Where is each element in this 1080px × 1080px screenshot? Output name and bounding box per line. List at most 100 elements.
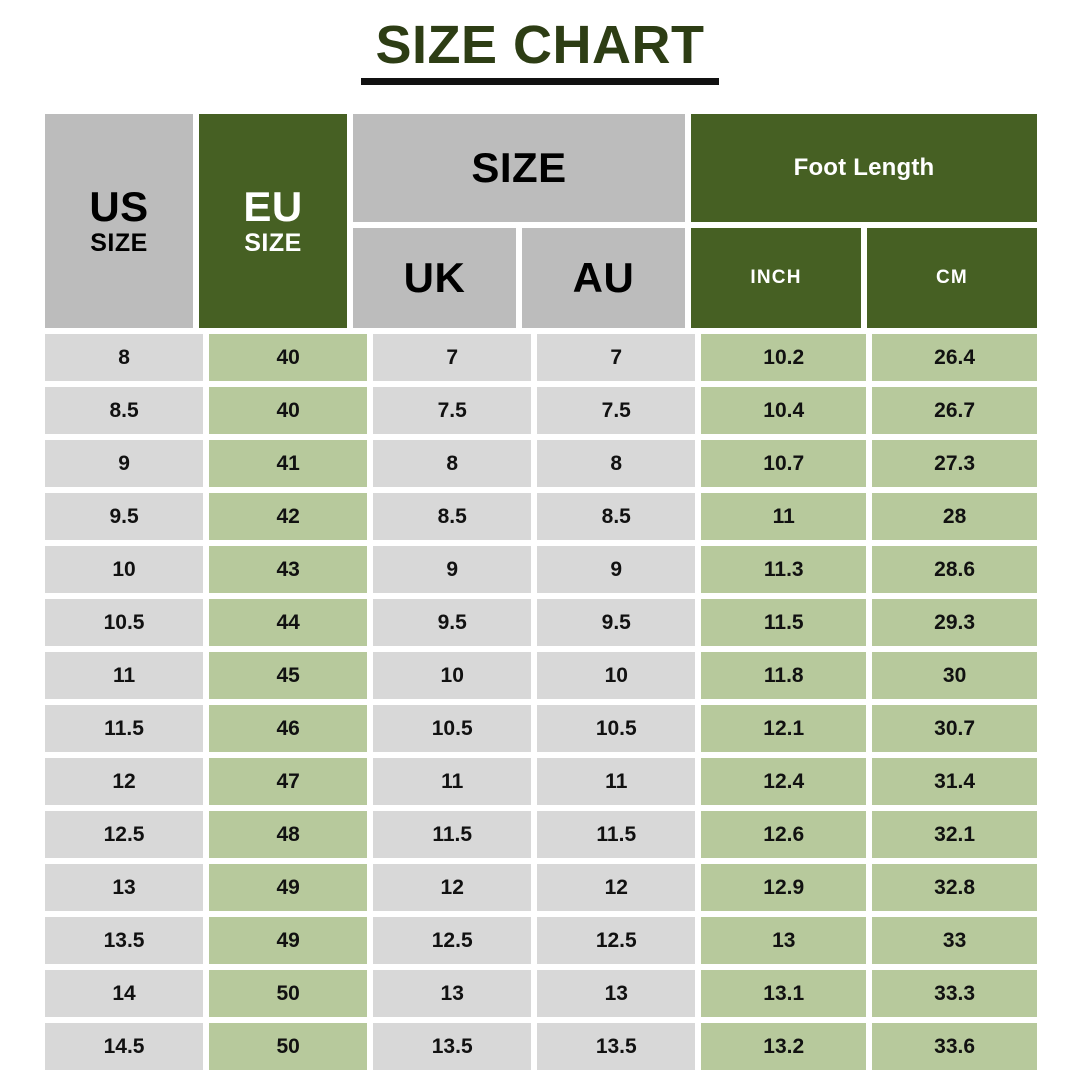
cell-inch: 13.2 xyxy=(701,1023,867,1070)
cell-cm: 28.6 xyxy=(872,546,1038,593)
header-uk-label: UK xyxy=(403,254,466,301)
cell-us: 12 xyxy=(45,758,204,805)
header-us-main: US xyxy=(89,182,149,230)
cell-eu: 46 xyxy=(209,705,368,752)
cell-uk: 8 xyxy=(373,440,532,487)
title-underline xyxy=(361,78,719,85)
cell-au: 9 xyxy=(537,546,696,593)
cell-us: 11 xyxy=(45,652,204,699)
cell-au: 7 xyxy=(537,334,696,381)
cell-cm: 33.6 xyxy=(872,1023,1038,1070)
cell-cm: 32.8 xyxy=(872,864,1038,911)
header-size-group-column: SIZE UK AU xyxy=(353,114,685,328)
cell-inch: 11 xyxy=(701,493,867,540)
header-us-sub: SIZE xyxy=(90,228,148,257)
cell-inch: 12.9 xyxy=(701,864,867,911)
header-eu-sub: SIZE xyxy=(244,228,302,257)
cell-uk: 10.5 xyxy=(373,705,532,752)
cell-eu: 49 xyxy=(209,864,368,911)
cell-inch: 12.4 xyxy=(701,758,867,805)
cell-us: 12.5 xyxy=(45,811,204,858)
cell-eu: 47 xyxy=(209,758,368,805)
cell-eu: 50 xyxy=(209,1023,368,1070)
cell-au: 11 xyxy=(537,758,696,805)
cell-us: 14 xyxy=(45,970,204,1017)
page-title-text: SIZE CHART xyxy=(375,15,705,75)
cell-uk: 11 xyxy=(373,758,532,805)
cell-cm: 33 xyxy=(872,917,1038,964)
header-foot-length-label: Foot Length xyxy=(793,154,935,181)
cell-inch: 12.1 xyxy=(701,705,867,752)
cell-cm: 26.4 xyxy=(872,334,1038,381)
cell-au: 9.5 xyxy=(537,599,696,646)
cell-us: 9.5 xyxy=(45,493,204,540)
cell-au: 10.5 xyxy=(537,705,696,752)
cell-us: 11.5 xyxy=(45,705,204,752)
cell-us: 8.5 xyxy=(45,387,204,434)
cell-eu: 42 xyxy=(209,493,368,540)
cell-inch: 12.6 xyxy=(701,811,867,858)
cell-eu: 48 xyxy=(209,811,368,858)
cell-inch: 11.8 xyxy=(701,652,867,699)
cell-uk: 13 xyxy=(373,970,532,1017)
cell-au: 8 xyxy=(537,440,696,487)
cell-us: 13 xyxy=(45,864,204,911)
header-au: AU xyxy=(522,228,685,328)
table-row: 12.5 48 11.5 11.5 12.6 32.1 xyxy=(45,811,1038,858)
cell-inch: 10.7 xyxy=(701,440,867,487)
cell-us: 9 xyxy=(45,440,204,487)
table-row: 13.5 49 12.5 12.5 13 33 xyxy=(45,917,1038,964)
cell-cm: 30 xyxy=(872,652,1038,699)
cell-cm: 27.3 xyxy=(872,440,1038,487)
cell-uk: 10 xyxy=(373,652,532,699)
cell-uk: 8.5 xyxy=(373,493,532,540)
cell-au: 13 xyxy=(537,970,696,1017)
table-row: 11.5 46 10.5 10.5 12.1 30.7 xyxy=(45,705,1038,752)
cell-cm: 30.7 xyxy=(872,705,1038,752)
header-uk: UK xyxy=(353,228,516,328)
cell-inch: 10.4 xyxy=(701,387,867,434)
table-row: 8 40 7 7 10.2 26.4 xyxy=(45,334,1038,381)
cell-cm: 31.4 xyxy=(872,758,1038,805)
header-inch: INCH xyxy=(691,228,861,328)
cell-us: 10.5 xyxy=(45,599,204,646)
header-cm: CM xyxy=(867,228,1037,328)
table-row: 10 43 9 9 11.3 28.6 xyxy=(45,546,1038,593)
header-foot-length-group-column: Foot Length INCH CM xyxy=(691,114,1037,328)
header-foot-length-group: Foot Length xyxy=(691,114,1037,222)
table-row: 10.5 44 9.5 9.5 11.5 29.3 xyxy=(45,599,1038,646)
table-row: 13 49 12 12 12.9 32.8 xyxy=(45,864,1038,911)
table-row: 9 41 8 8 10.7 27.3 xyxy=(45,440,1038,487)
header-au-label: AU xyxy=(572,254,635,301)
cell-uk: 9.5 xyxy=(373,599,532,646)
cell-uk: 7 xyxy=(373,334,532,381)
cell-au: 12.5 xyxy=(537,917,696,964)
table-row: 8.5 40 7.5 7.5 10.4 26.7 xyxy=(45,387,1038,434)
table-row: 9.5 42 8.5 8.5 11 28 xyxy=(45,493,1038,540)
cell-eu: 44 xyxy=(209,599,368,646)
cell-cm: 33.3 xyxy=(872,970,1038,1017)
cell-uk: 9 xyxy=(373,546,532,593)
cell-cm: 32.1 xyxy=(872,811,1038,858)
cell-inch: 13 xyxy=(701,917,867,964)
cell-uk: 12 xyxy=(373,864,532,911)
cell-au: 11.5 xyxy=(537,811,696,858)
cell-au: 13.5 xyxy=(537,1023,696,1070)
cell-eu: 40 xyxy=(209,334,368,381)
cell-us: 13.5 xyxy=(45,917,204,964)
cell-uk: 12.5 xyxy=(373,917,532,964)
page-title: SIZE CHART xyxy=(0,18,1080,85)
cell-au: 12 xyxy=(537,864,696,911)
cell-au: 10 xyxy=(537,652,696,699)
cell-cm: 29.3 xyxy=(872,599,1038,646)
table-row: 14.5 50 13.5 13.5 13.2 33.6 xyxy=(45,1023,1038,1070)
table-row: 12 47 11 11 12.4 31.4 xyxy=(45,758,1038,805)
header-eu-main: EU xyxy=(243,182,303,230)
table-body: 8 40 7 7 10.2 26.4 8.5 40 7.5 7.5 10.4 26.7 9 41 8 8 10.… xyxy=(45,334,1038,1070)
cell-eu: 40 xyxy=(209,387,368,434)
cell-eu: 41 xyxy=(209,440,368,487)
table-row: 14 50 13 13 13.1 33.3 xyxy=(45,970,1038,1017)
table-header: US SIZE EU SIZE SIZE UK xyxy=(45,114,1037,328)
cell-inch: 10.2 xyxy=(701,334,867,381)
